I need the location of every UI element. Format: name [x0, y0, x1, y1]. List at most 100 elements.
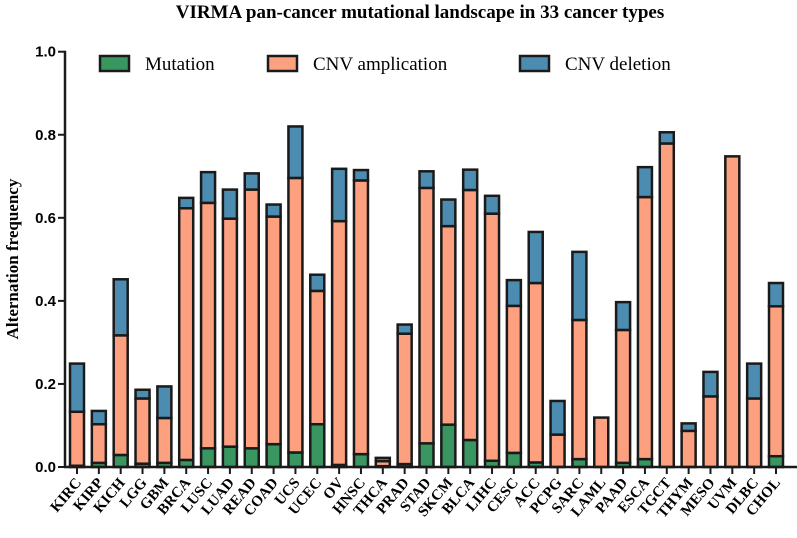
y-tick-label: 0.4 [35, 293, 57, 310]
bar-cnv-deletion-pcpg [549, 399, 566, 436]
bar-group-thca [374, 456, 392, 469]
bar-cnv-deletion-gbm [156, 385, 173, 420]
bar-cnv-deletion-skcm [440, 198, 457, 228]
bar-cnv-amplication-kirp [90, 422, 108, 465]
bar-cnv-deletion-coad [265, 203, 282, 218]
bar-group-skcm [440, 198, 457, 469]
bar-cnv-deletion-lusc [199, 170, 217, 205]
bar-cnv-amplication-read [243, 188, 260, 450]
bar-cnv-amplication-blca [461, 188, 479, 442]
bar-mutation-skcm [440, 423, 457, 469]
bar-cnv-amplication-prad [396, 332, 413, 466]
bar-cnv-amplication-ucs [287, 176, 304, 454]
bar-cnv-deletion-luad [221, 188, 239, 220]
y-tick-label: 0.6 [35, 210, 56, 227]
bar-cnv-deletion-lihc [483, 194, 501, 215]
bar-mutation-hnsc [352, 452, 370, 469]
legend-item-cnv-amplication: CNV amplication [266, 54, 448, 75]
bar-cnv-deletion-thca [374, 456, 392, 463]
bar-cnv-amplication-tgct [658, 142, 676, 469]
bar-mutation-kich [112, 453, 129, 469]
bar-group-kirc [68, 362, 86, 469]
bar-cnv-amplication-pcpg [549, 433, 566, 469]
bar-group-paad [614, 300, 632, 469]
bar-group-acc [527, 230, 544, 469]
bar-mutation-read [243, 447, 260, 469]
chart-title: VIRMA pan-cancer mutational landscape in… [176, 2, 665, 23]
bar-cnv-amplication-chol [767, 305, 785, 458]
legend-label: CNV amplication [313, 54, 448, 75]
bar-cnv-deletion-kirp [90, 409, 108, 426]
legend-item-mutation: Mutation [98, 54, 215, 75]
bar-group-coad [265, 203, 282, 469]
bar-cnv-deletion-brca [177, 196, 195, 210]
bar-group-tgct [658, 131, 676, 469]
bar-cnv-amplication-uvm [724, 155, 741, 469]
bar-cnv-deletion-ov [330, 167, 348, 223]
bar-mutation-chol [767, 454, 785, 469]
bar-mutation-blca [461, 438, 479, 469]
y-tick-label: 0.2 [35, 376, 56, 393]
bar-group-read [243, 172, 260, 469]
bar-cnv-amplication-skcm [440, 224, 457, 426]
bar-cnv-amplication-cesc [505, 304, 523, 455]
y-tick-label: 0.0 [35, 459, 56, 476]
bar-group-uvm [724, 155, 741, 469]
legend-label: CNV deletion [565, 54, 671, 75]
bar-cnv-deletion-esca [636, 165, 654, 199]
bar-cnv-amplication-ucec [309, 289, 326, 426]
bar-cnv-deletion-sarc [571, 250, 588, 322]
bar-cnv-deletion-read [243, 172, 260, 191]
bar-group-chol [767, 281, 785, 469]
bar-group-ucs [287, 125, 304, 469]
bar-cnv-amplication-sarc [571, 318, 588, 461]
bar-cnv-amplication-dlbc [745, 397, 763, 469]
bar-cnv-deletion-tgct [658, 131, 676, 145]
bar-group-blca [461, 168, 479, 469]
y-tick-label: 1.0 [35, 44, 56, 61]
bar-cnv-amplication-gbm [156, 416, 173, 465]
bar-group-cesc [505, 278, 523, 469]
bar-cnv-deletion-kirc [68, 362, 86, 414]
bar-group-lusc [199, 170, 217, 469]
bar-cnv-amplication-ov [330, 219, 348, 467]
bar-group-meso [702, 370, 719, 469]
bar-cnv-deletion-thym [680, 422, 697, 433]
bar-cnv-deletion-stad [418, 170, 435, 190]
bar-group-ov [330, 167, 348, 469]
legend-label: Mutation [145, 54, 215, 75]
bar-cnv-amplication-coad [265, 215, 282, 446]
bar-cnv-deletion-paad [614, 300, 632, 332]
bar-group-ucec [309, 273, 326, 469]
bar-group-brca [177, 196, 195, 469]
bars [68, 125, 785, 469]
bar-cnv-deletion-prad [396, 323, 413, 335]
bar-group-lihc [483, 194, 501, 469]
bar-cnv-deletion-ucec [309, 273, 326, 293]
bar-group-sarc [571, 250, 588, 469]
bar-group-thym [680, 422, 697, 469]
bar-group-hnsc [352, 168, 370, 469]
bar-cnv-deletion-chol [767, 281, 785, 308]
bar-cnv-deletion-hnsc [352, 168, 370, 182]
bar-cnv-amplication-hnsc [352, 179, 370, 456]
bar-group-laml [593, 416, 610, 469]
bar-cnv-amplication-esca [636, 195, 654, 461]
bar-mutation-luad [221, 445, 239, 469]
legend-swatch [98, 54, 131, 73]
bar-group-dlbc [745, 362, 763, 469]
bar-mutation-coad [265, 442, 282, 469]
bar-cnv-deletion-acc [527, 230, 544, 285]
bar-group-pcpg [549, 399, 566, 469]
legend-item-cnv-deletion: CNV deletion [518, 54, 671, 75]
bar-cnv-amplication-laml [593, 416, 610, 469]
legend: Mutation CNV amplication CNV deletion [98, 54, 671, 75]
y-tick-label: 0.8 [35, 127, 56, 144]
bar-cnv-deletion-cesc [505, 278, 523, 308]
bar-cnv-amplication-paad [614, 328, 632, 465]
bar-mutation-lusc [199, 447, 217, 469]
bar-mutation-ucec [309, 422, 326, 469]
bar-cnv-amplication-lgg [134, 397, 151, 465]
bar-group-luad [221, 188, 239, 469]
